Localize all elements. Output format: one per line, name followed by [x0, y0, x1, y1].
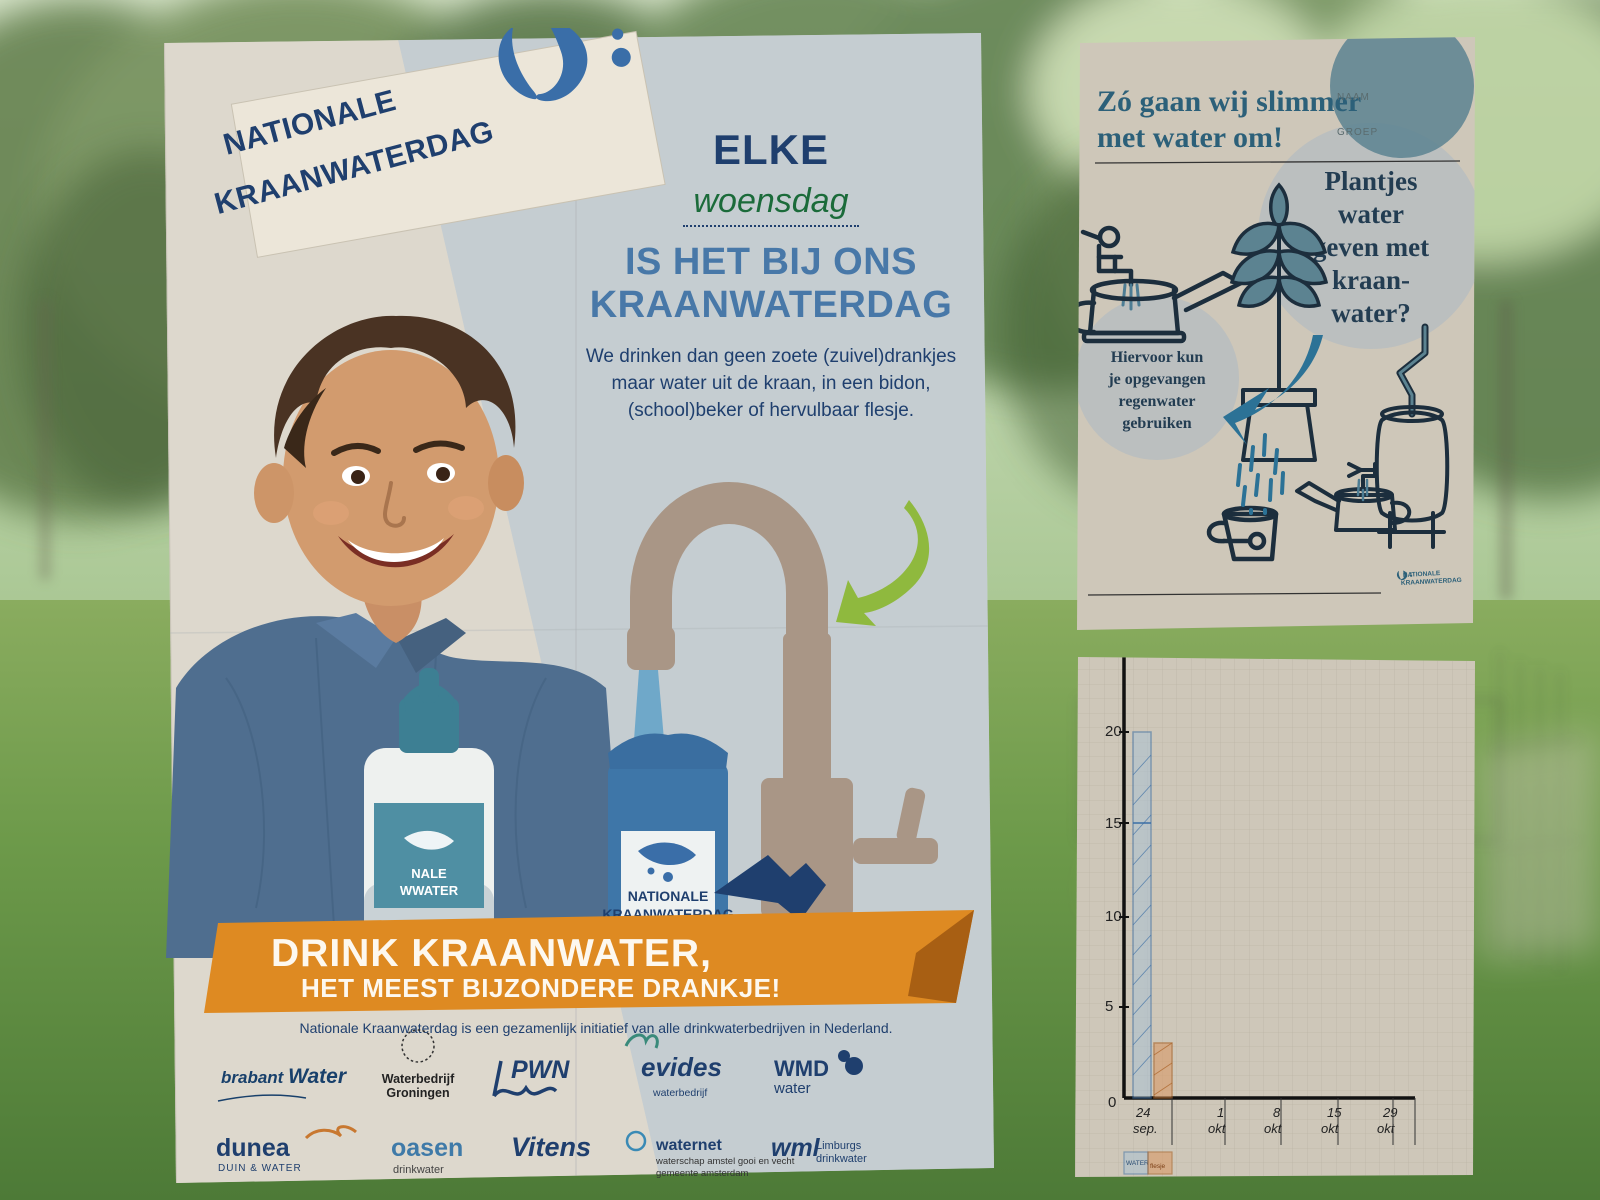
- svg-text:Vitens: Vitens: [511, 1132, 591, 1162]
- svg-text:brabant Water: brabant Water: [221, 1065, 348, 1088]
- svg-text:Hiervoor kun: Hiervoor kun: [1111, 349, 1204, 366]
- svg-text:je opgevangen: je opgevangen: [1107, 371, 1205, 388]
- svg-text:sep.: sep.: [1133, 1121, 1158, 1136]
- svg-text:geven met: geven met: [1313, 232, 1429, 262]
- svg-text:1: 1: [1217, 1105, 1224, 1120]
- svg-text:water: water: [773, 1080, 811, 1097]
- svg-text:met water om!: met water om!: [1097, 121, 1283, 154]
- svg-text:0: 0: [1108, 1094, 1116, 1111]
- svg-text:okt: okt: [1321, 1121, 1340, 1136]
- svg-text:DUIN & WATER: DUIN & WATER: [218, 1163, 302, 1174]
- svg-text:okt: okt: [1208, 1121, 1227, 1136]
- svg-text:5: 5: [1105, 998, 1113, 1015]
- svg-text:NAAM: NAAM: [1337, 92, 1370, 103]
- svg-text:Groningen: Groningen: [386, 1086, 449, 1100]
- svg-text:Zó gaan wij slimmer: Zó gaan wij slimmer: [1097, 85, 1361, 118]
- svg-text:Plantjes: Plantjes: [1325, 166, 1418, 196]
- svg-text:waternet: waternet: [655, 1137, 722, 1154]
- svg-text:15: 15: [1327, 1105, 1342, 1120]
- svg-text:gemeente amsterdam: gemeente amsterdam: [656, 1168, 748, 1179]
- svg-text:waterbedrijf: waterbedrijf: [652, 1087, 707, 1099]
- svg-text:drinkwater: drinkwater: [393, 1164, 444, 1176]
- svg-text:kraan-: kraan-: [1332, 265, 1410, 295]
- svg-text:WATER: WATER: [1126, 1160, 1149, 1167]
- svg-text:WMD: WMD: [774, 1056, 829, 1081]
- svg-text:regenwater: regenwater: [1119, 393, 1196, 410]
- svg-text:GROEP: GROEP: [1337, 127, 1378, 138]
- svg-text:29: 29: [1382, 1105, 1397, 1120]
- svg-text:gebruiken: gebruiken: [1122, 415, 1191, 432]
- svg-text:PWN: PWN: [511, 1056, 570, 1084]
- svg-text:24: 24: [1135, 1105, 1150, 1120]
- svg-text:evides: evides: [641, 1052, 722, 1082]
- svg-text:Waterbedrijf: Waterbedrijf: [382, 1072, 455, 1086]
- svg-text:okt: okt: [1264, 1121, 1283, 1136]
- svg-text:water?: water?: [1331, 298, 1410, 328]
- svg-text:wml: wml: [771, 1134, 821, 1162]
- svg-text:8: 8: [1273, 1105, 1281, 1120]
- svg-text:oasen: oasen: [391, 1134, 463, 1162]
- svg-text:flesje: flesje: [1150, 1163, 1166, 1170]
- svg-text:Limburgs: Limburgs: [816, 1140, 862, 1152]
- svg-text:water: water: [1338, 199, 1404, 229]
- svg-text:dunea: dunea: [216, 1134, 291, 1162]
- svg-text:drinkwater: drinkwater: [816, 1153, 867, 1165]
